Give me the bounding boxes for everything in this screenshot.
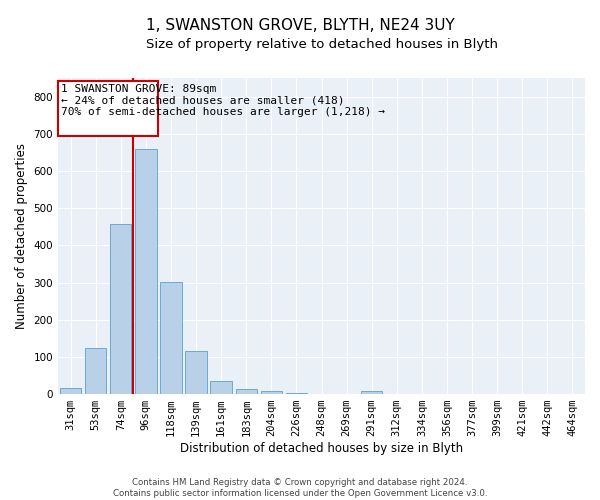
Bar (185, 350, 207, 394)
Title: Size of property relative to detached houses in Blyth: Size of property relative to detached ho… (146, 38, 497, 51)
Bar (85, 348, 106, 394)
Bar (60, 388, 81, 394)
Bar (110, 224, 131, 394)
Text: 1, SWANSTON GROVE, BLYTH, NE24 3UY: 1, SWANSTON GROVE, BLYTH, NE24 3UY (146, 18, 454, 32)
X-axis label: Distribution of detached houses by size in Blyth: Distribution of detached houses by size … (180, 442, 463, 455)
Bar (361, 391, 382, 394)
Bar (260, 392, 282, 394)
Bar (160, 282, 182, 394)
Text: Contains HM Land Registry data © Crown copyright and database right 2024.
Contai: Contains HM Land Registry data © Crown c… (113, 478, 487, 498)
Text: 1 SWANSTON GROVE: 89sqm
← 24% of detached houses are smaller (418)
70% of semi-d: 1 SWANSTON GROVE: 89sqm ← 24% of detache… (61, 84, 385, 117)
Bar (236, 389, 257, 394)
Bar (211, 381, 232, 394)
Y-axis label: Number of detached properties: Number of detached properties (15, 143, 28, 329)
Bar (135, 148, 157, 394)
Bar (58, 80, 158, 136)
